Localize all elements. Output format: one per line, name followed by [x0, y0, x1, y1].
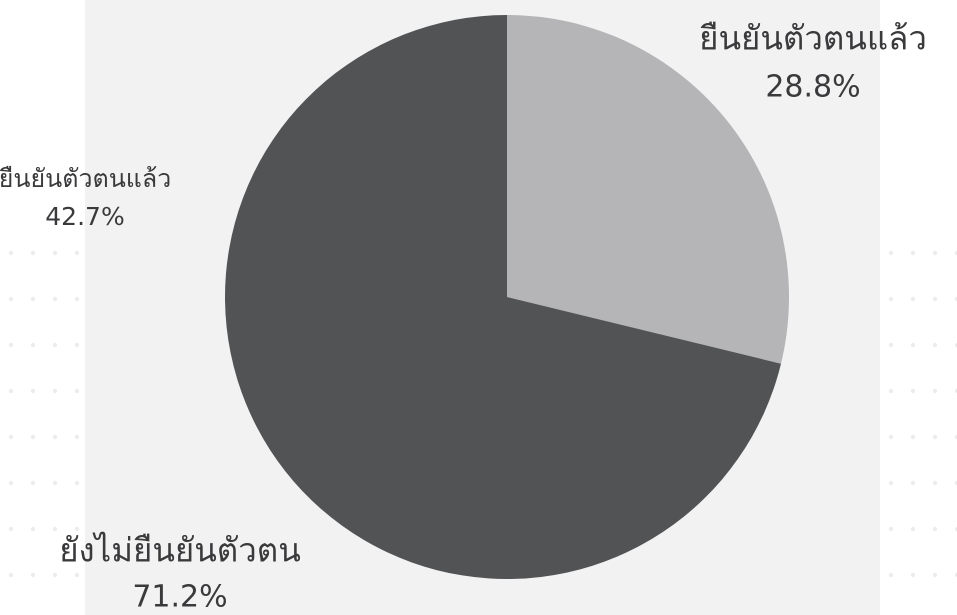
- pie-slice: [224, 15, 782, 579]
- value-label: 71.2%: [132, 580, 227, 615]
- dot-pattern: [0, 230, 85, 615]
- pie: [224, 15, 789, 579]
- annotation-label: 42.7%: [45, 202, 124, 231]
- annotation-text: ยืนยันตัวตนแล้ว: [0, 164, 171, 193]
- pie-slice: [507, 15, 789, 364]
- value-label: 28.8%: [765, 70, 860, 105]
- dot-pattern: [880, 230, 957, 615]
- labels: ยืนยันตัวตนแล้ว 28.8% ยังไม่ยืนยันตัวตน 71.…: [0, 19, 927, 615]
- slice-label: ยังไม่ยืนยันตัวตน: [59, 531, 301, 570]
- slice-label: ยืนยันตัวตนแล้ว: [699, 19, 927, 58]
